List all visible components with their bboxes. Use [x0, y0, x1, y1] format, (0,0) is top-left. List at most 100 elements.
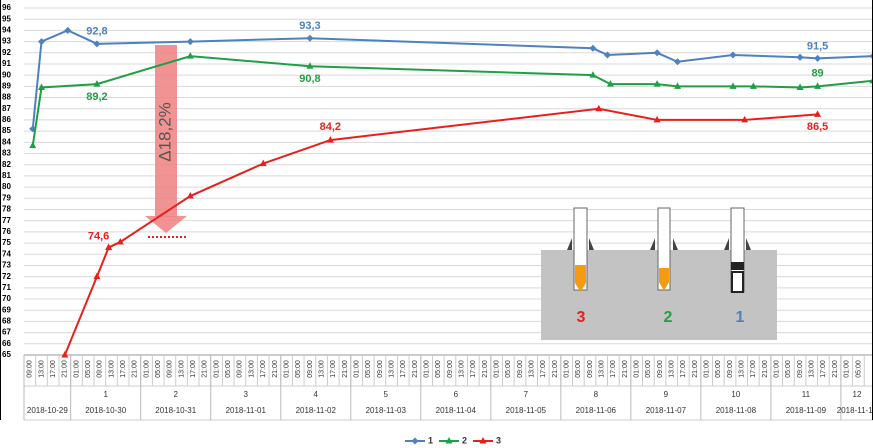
group-index: 9: [664, 390, 669, 399]
x-tick-label: 09:00: [447, 360, 454, 378]
group-date: 2018-11-06: [576, 406, 617, 415]
y-tick-label: 84: [2, 137, 11, 146]
marker: [93, 40, 101, 48]
x-tick-label: 17:00: [400, 360, 407, 378]
y-tick-label: 81: [2, 171, 11, 180]
x-tick-label: 13:00: [599, 360, 606, 378]
x-tick-label: 05:00: [645, 360, 652, 378]
x-tick-label: 05:00: [295, 360, 302, 378]
x-tick-label: 05:00: [155, 360, 162, 378]
marker: [674, 82, 682, 89]
x-tick-label: 21:00: [202, 360, 209, 378]
x-tick-label: 21:00: [622, 360, 629, 378]
y-tick-label: 86: [2, 115, 11, 124]
marker: [306, 62, 314, 69]
x-tick-label: 13:00: [38, 360, 45, 378]
y-tick-label: 75: [2, 238, 11, 247]
group-index: 3: [244, 390, 249, 399]
group-date: 2018-11-08: [716, 406, 757, 415]
x-tick-label: 13:00: [318, 360, 325, 378]
x-tick-label: 05:00: [85, 360, 92, 378]
y-tick-label: 90: [2, 70, 11, 79]
x-tick-label: 21:00: [552, 360, 559, 378]
y-tick-label: 96: [2, 3, 11, 12]
group-index: 5: [384, 390, 389, 399]
x-tick-label: 01:00: [283, 360, 290, 378]
delta-arrow: [155, 45, 177, 217]
x-tick-label: 17:00: [540, 360, 547, 378]
marker: [604, 51, 612, 59]
y-tick-label: 94: [2, 25, 11, 34]
x-tick-label: 05:00: [855, 360, 862, 378]
legend-label: 3: [496, 435, 501, 445]
x-tick-label: 09:00: [797, 360, 804, 378]
group-date: 2018-11-01: [226, 406, 267, 415]
x-tick-label: 13:00: [178, 360, 185, 378]
probe: [724, 207, 751, 293]
x-tick-label: 05:00: [715, 360, 722, 378]
x-tick-label: 05:00: [505, 360, 512, 378]
x-tick-label: 17:00: [820, 360, 827, 378]
legend-label: 1: [428, 435, 433, 445]
x-tick-label: 17:00: [50, 360, 57, 378]
marker: [38, 38, 46, 46]
x-tick-label: 21:00: [762, 360, 769, 378]
y-tick-label: 89: [2, 81, 11, 90]
group-date: 2018-11-10: [837, 406, 873, 415]
marker: [814, 82, 822, 89]
marker: [729, 51, 737, 59]
group-date: 2018-10-29: [27, 406, 68, 415]
x-tick-label: 05:00: [575, 360, 582, 378]
y-tick-label: 88: [2, 93, 11, 102]
marker: [595, 104, 603, 112]
y-tick-label: 65: [2, 350, 11, 359]
marker: [186, 38, 194, 46]
x-tick-label: 21:00: [482, 360, 489, 378]
y-tick-label: 71: [2, 283, 11, 292]
marker: [729, 82, 737, 89]
marker: [796, 83, 804, 90]
y-tick-label: 80: [2, 182, 11, 191]
marker: [814, 54, 822, 62]
x-tick-label: 21:00: [692, 360, 699, 378]
group-index: 7: [524, 390, 529, 399]
x-tick-label: 01:00: [493, 360, 500, 378]
marker: [589, 44, 597, 52]
marker: [93, 80, 101, 87]
marker: [186, 192, 194, 199]
value-label: 90,8: [299, 73, 320, 85]
x-tick-label: 01:00: [704, 360, 711, 378]
marker: [445, 437, 453, 444]
y-tick-label: 79: [2, 193, 11, 202]
x-tick-label: 01:00: [143, 360, 150, 378]
x-tick-label: 01:00: [213, 360, 220, 378]
marker: [64, 26, 72, 34]
x-tick-label: 13:00: [108, 360, 115, 378]
marker: [411, 437, 419, 445]
group-index: 4: [314, 390, 319, 399]
marker: [479, 437, 487, 444]
group-date: 2018-11-04: [436, 406, 477, 415]
x-tick-label: 09:00: [307, 360, 314, 378]
marker: [61, 351, 69, 358]
x-tick-label: 09:00: [167, 360, 174, 378]
y-tick-label: 73: [2, 261, 11, 270]
x-tick-label: 21:00: [62, 360, 69, 378]
x-tick-label: 17:00: [680, 360, 687, 378]
x-tick-label: 01:00: [634, 360, 641, 378]
y-tick-label: 68: [2, 317, 11, 326]
x-tick-label: 13:00: [458, 360, 465, 378]
y-tick-label: 87: [2, 104, 11, 113]
x-tick-label: 21:00: [412, 360, 419, 378]
value-label: 84,2: [320, 121, 341, 133]
group-index: 11: [802, 390, 811, 399]
x-tick-label: 09:00: [727, 360, 734, 378]
y-tick-label: 74: [2, 249, 11, 258]
x-tick-label: 05:00: [225, 360, 232, 378]
y-tick-label: 92: [2, 48, 11, 57]
series-line: [31, 29, 873, 129]
x-tick-label: 09:00: [587, 360, 594, 378]
y-tick-label: 66: [2, 339, 11, 348]
x-tick-label: 21:00: [272, 360, 279, 378]
